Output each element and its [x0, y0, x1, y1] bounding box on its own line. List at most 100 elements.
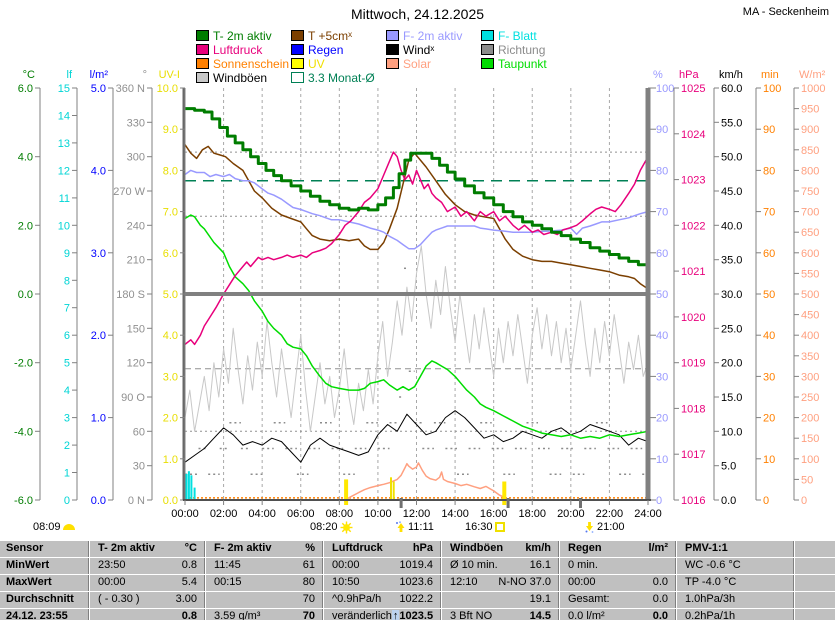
axis-tick-label: 3.0	[163, 371, 178, 383]
legend-item: Sonnenschein	[196, 56, 291, 71]
axis-tick-label: 5.0	[163, 289, 178, 301]
axis-tick-label: 350	[801, 351, 819, 363]
legend-label: Solar	[403, 56, 432, 71]
table-cell: ^0.9hPa/h 1022.2	[322, 592, 440, 608]
axis-tick-label: 2.0	[91, 330, 106, 342]
axis-tick-label: 20.0	[721, 358, 742, 370]
legend: T- 2m aktiv T +5cmˣ F- 2m aktiv F- Blatt Luf…	[196, 28, 576, 85]
table-value: PMV-1:1	[685, 542, 728, 554]
axis-tick-label: 100	[656, 83, 674, 95]
table-value: 0 min.	[568, 559, 598, 571]
table-cell: 3.59 g/m³ 70	[204, 609, 322, 620]
axis-tick-label: 50	[656, 289, 668, 301]
legend-item: F- Blatt	[481, 29, 576, 43]
legend-label: Regen	[308, 42, 344, 57]
axis-title: %	[653, 69, 663, 81]
sunrise-event: 08:20	[310, 520, 353, 534]
table-cell: 24.12. 23:55	[6, 610, 68, 620]
table-cell: ( - 0.30 ) 3.00	[88, 592, 204, 608]
legend-swatch-icon	[196, 58, 209, 69]
legend-item: T +5cmˣ	[291, 28, 386, 43]
axis-tick-label: 10.0	[157, 83, 178, 95]
legend-label: Windˣ	[403, 42, 435, 57]
legend-label: Sonnenschein	[213, 56, 290, 71]
axis-tick-label: 0	[763, 495, 769, 507]
axis-tick-label: 1019	[681, 358, 705, 370]
table-cell: 0.8	[88, 609, 204, 620]
table-value: ( - 0.30 )	[98, 593, 140, 605]
legend-label: 3.3 Monat-Ø	[308, 70, 375, 85]
table-value: veränderlich↑	[332, 610, 400, 620]
legend-swatch-icon	[481, 30, 494, 41]
table-cell: 12:10 N-NO 37.0	[440, 575, 558, 591]
axis-tick-label: 9.0	[163, 124, 178, 136]
axis-tick-label: 0	[656, 495, 662, 507]
axis-tick-label: 1016	[681, 495, 705, 507]
time-label: 12:00	[403, 508, 431, 520]
table-cell: 70	[204, 592, 322, 608]
legend-label: Richtung	[498, 42, 546, 57]
axis-tick-label: 2.0	[163, 413, 178, 425]
axis-tick-label: 6	[64, 330, 70, 342]
time-label: 08:00	[326, 508, 354, 520]
axis-tick-label: 40.0	[721, 220, 742, 232]
axis-title: km/h	[719, 69, 743, 81]
table-value: 1023.5	[399, 610, 434, 620]
sunset-time: 16:30	[465, 521, 493, 533]
axis-tick-label: 8	[64, 275, 70, 287]
axis-tick-label: 45.0	[721, 186, 742, 198]
axis-tick-label: 1020	[681, 312, 705, 324]
axis-tick-label: 200	[801, 413, 819, 425]
axis-tick-label: 15.0	[721, 392, 742, 404]
axis-tick-label: 600	[801, 248, 819, 260]
legend-label: T +5cmˣ	[308, 28, 353, 43]
table-value: T- 2m aktiv	[98, 542, 155, 554]
table-value: Gesamt:	[568, 593, 610, 605]
axis-tick-label: 30.0	[721, 289, 742, 301]
time-label: 18:00	[518, 508, 546, 520]
table-row: Durchschnitt ( - 0.30 ) 3.00 70 ^0.9hPa/h 102…	[0, 591, 835, 608]
axis-tick-label: 300	[127, 152, 145, 164]
legend-item: Richtung	[481, 42, 576, 57]
axis-tick-label: 50	[763, 289, 775, 301]
axis-tick-label: -6.0	[14, 495, 33, 507]
legend-label: Luftdruck	[213, 42, 263, 57]
table-value	[786, 541, 793, 557]
axis-tick-label: 9	[64, 248, 70, 260]
table-value: 0.0	[652, 610, 668, 620]
axis-tick-label: 80	[763, 165, 775, 177]
axis-tick-label: 1018	[681, 403, 705, 415]
axis-tick-label: 3.0	[91, 248, 106, 260]
axis-tick-label: 40	[763, 330, 775, 342]
moon-rise-icon	[396, 521, 405, 532]
table-value: WC -0.6 °C	[685, 559, 741, 571]
table-cell: Sensor	[6, 542, 44, 554]
table-value: 11:45	[214, 559, 241, 571]
legend-label: UV	[308, 56, 325, 71]
axis-tick-label: 70	[763, 207, 775, 219]
table-value	[786, 558, 793, 574]
axis-tick-label: 1.0	[163, 454, 178, 466]
axis-tick-label: 25.0	[721, 323, 742, 335]
table-row: MinWert 23:50 0.8 11:45 61 00:00 1019.4 Ø 10 mi…	[0, 557, 835, 574]
table-value	[205, 592, 214, 608]
table-cell: 00:00 5.4	[88, 575, 204, 591]
legend-item: Taupunkt	[481, 57, 576, 71]
axis-tick-label: 0	[64, 495, 70, 507]
axis-tick-label: 7.0	[163, 207, 178, 219]
legend-swatch-icon	[196, 30, 209, 41]
axis-tick-label: 60	[763, 248, 775, 260]
series-t5cm	[184, 144, 649, 290]
axis-tick-label: 2.0	[18, 220, 33, 232]
axis-title: hPa	[679, 69, 699, 81]
axis-tick-label: 60	[133, 426, 145, 438]
table-cell: Windböen km/h	[440, 541, 558, 557]
axis-tick-label: 150	[801, 433, 819, 445]
time-label: 10:00	[364, 508, 392, 520]
axis-tick-label: 1	[64, 468, 70, 480]
legend-swatch-icon	[386, 44, 399, 55]
axis-tick-label: 100	[763, 83, 781, 95]
table-value: N-NO 37.0	[498, 576, 551, 588]
time-label: 02:00	[210, 508, 238, 520]
axis-tick-label: 5.0	[91, 83, 106, 95]
